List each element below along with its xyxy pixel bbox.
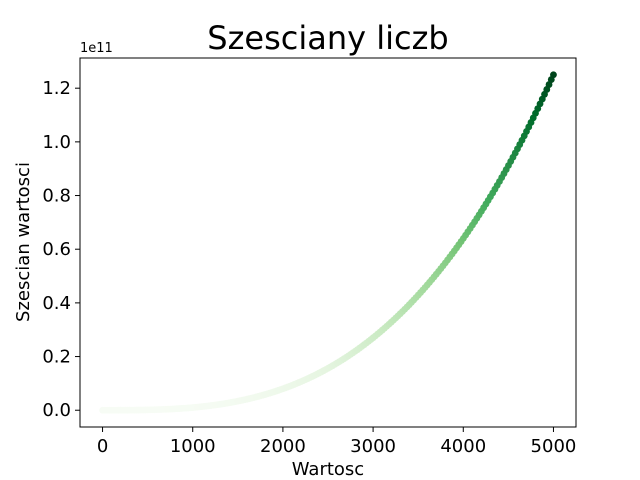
data-point	[550, 71, 557, 79]
y-tick-label: 0.6	[42, 239, 71, 260]
y-tick-label: 1.2	[42, 78, 71, 99]
x-tick-label: 5000	[531, 436, 577, 457]
scatter-points	[99, 71, 557, 414]
y-tick-label: 0.2	[42, 347, 71, 368]
x-axis-label: Wartosc	[292, 459, 364, 480]
x-axis-ticks: 0 1000 2000 3000 4000 5000	[97, 427, 577, 457]
y-tick-label: 0.0	[42, 400, 71, 421]
x-tick-label: 4000	[440, 436, 486, 457]
y-tick-label: 0.8	[42, 186, 71, 207]
y-axis-ticks: 0.0 0.2 0.4 0.6 0.8 1.0 1.2	[42, 78, 80, 421]
x-tick-label: 0	[97, 436, 108, 457]
y-axis-label: Szescian wartosci	[13, 162, 34, 322]
x-tick-label: 1000	[170, 436, 216, 457]
plot-frame	[79, 57, 577, 428]
y-tick-label: 0.4	[42, 293, 71, 314]
y-tick-label: 1.0	[42, 132, 71, 153]
x-tick-label: 3000	[350, 436, 396, 457]
y-axis-offset-label: 1e11	[80, 41, 113, 56]
x-tick-label: 2000	[260, 436, 306, 457]
chart-title: Szesciany liczb	[207, 19, 448, 57]
